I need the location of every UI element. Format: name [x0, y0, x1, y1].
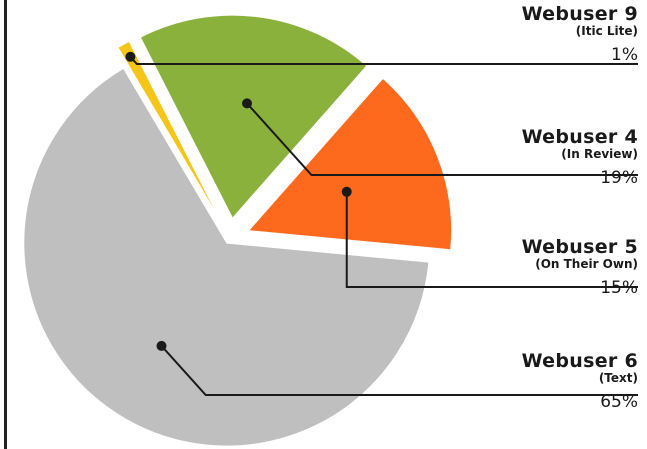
slice-subtitle: (In Review): [561, 147, 638, 161]
slice-name: Webuser 6: [521, 350, 638, 372]
leader-dot: [156, 340, 167, 351]
pie-slices: [23, 14, 453, 447]
slice-subtitle: (Text): [598, 371, 638, 385]
left-border-line: [4, 0, 7, 449]
leader-dot: [125, 51, 136, 62]
slice-name: Webuser 4: [521, 126, 638, 148]
slice-name: Webuser 9: [521, 3, 638, 25]
slice-percent: 1%: [611, 45, 638, 65]
leader-line: [246, 102, 638, 176]
slice-name: Webuser 5: [521, 236, 638, 258]
pie-slice-webuser-6: [23, 67, 430, 447]
legend-label-webuser-4: Webuser 4 (In Review) 19%: [522, 127, 638, 188]
leader-lines: [125, 51, 638, 396]
slice-percent: 15%: [600, 278, 638, 298]
leader-dot: [341, 186, 352, 197]
slice-subtitle: (Itic Lite): [575, 24, 638, 38]
leader-dot: [242, 98, 253, 109]
slice-percent: 65%: [600, 392, 638, 412]
legend-label-webuser-9: Webuser 9 (Itic Lite) 1%: [522, 4, 638, 65]
legend-label-webuser-5: Webuser 5 (On Their Own) 15%: [522, 237, 638, 298]
slice-percent: 19%: [600, 168, 638, 188]
pie-slice-webuser-4: [139, 14, 368, 220]
legend-label-webuser-6: Webuser 6 (Text) 65%: [522, 351, 638, 412]
pie-slice-webuser-9: [117, 40, 222, 223]
leader-line: [345, 191, 638, 288]
leader-line: [160, 345, 638, 396]
pie-slice-webuser-5: [247, 77, 453, 251]
slice-subtitle: (On Their Own): [535, 257, 638, 271]
